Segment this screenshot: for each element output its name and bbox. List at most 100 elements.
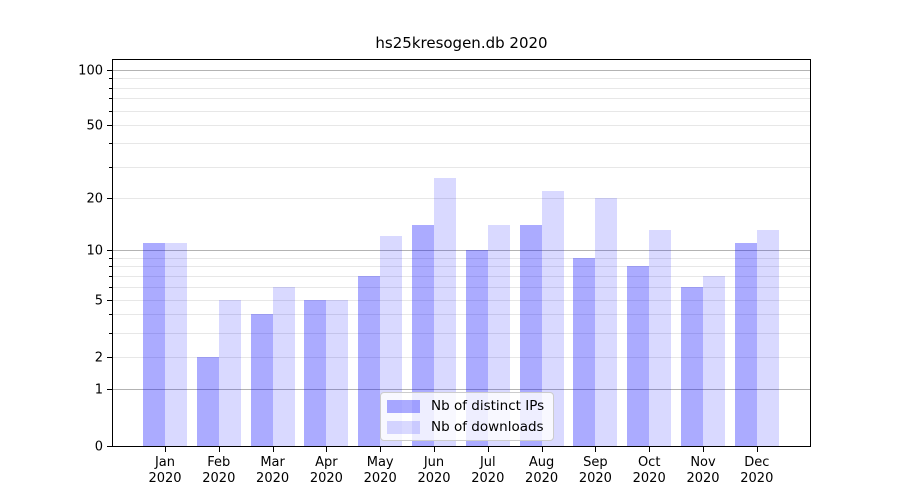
y-tick-label: 2 (94, 350, 103, 366)
bar-downloads-feb (218, 300, 241, 446)
bar-distinct-ips-apr (304, 300, 327, 446)
y-tick-label: 50 (86, 118, 103, 134)
y-tick (107, 446, 112, 447)
y-minor-tick (109, 286, 112, 288)
y-gridline-minor (113, 87, 810, 89)
y-minor-tick (109, 110, 112, 112)
x-tick-label: Sep 2020 (578, 455, 612, 486)
y-gridline-minor (113, 314, 810, 315)
y-tick-label: 0 (94, 439, 103, 455)
y-gridline-minor (113, 98, 810, 100)
y-minor-tick (109, 275, 112, 277)
y-gridline-major (113, 250, 810, 251)
bar-downloads-sep (595, 198, 618, 446)
y-tick (107, 300, 112, 301)
bar-distinct-ips-jan (143, 242, 165, 446)
y-minor-tick (109, 167, 112, 168)
x-tick-label: Mar 2020 (256, 455, 290, 486)
y-minor-tick (109, 87, 112, 89)
y-gridline-minor (113, 198, 810, 199)
x-tick-label: Apr 2020 (309, 455, 343, 486)
y-tick-label: 10 (86, 243, 103, 259)
x-tick (165, 447, 166, 452)
bar-distinct-ips-may (358, 275, 381, 446)
y-gridline-minor (113, 257, 810, 259)
x-tick-label: Jan 2020 (148, 455, 182, 486)
y-gridline-minor (113, 357, 810, 358)
y-minor-tick (109, 98, 112, 100)
y-tick-label: 20 (86, 191, 103, 207)
x-tick (218, 447, 220, 452)
legend: Nb of distinct IPs Nb of downloads (380, 392, 555, 441)
legend-swatch-downloads (387, 420, 420, 434)
bar-distinct-ips-oct (627, 266, 650, 446)
y-minor-tick (109, 314, 112, 315)
y-tick-label: 1 (94, 382, 103, 398)
y-gridline-major (113, 70, 810, 71)
bar-downloads-apr (326, 300, 349, 446)
x-tick (434, 447, 435, 452)
x-tick (272, 447, 274, 452)
x-tick (326, 447, 328, 452)
y-tick (107, 198, 112, 199)
bar-distinct-ips-feb (196, 357, 219, 446)
bar-downloads-jun (434, 177, 456, 446)
y-tick (107, 389, 112, 390)
y-gridline-minor (113, 286, 810, 288)
y-minor-tick (109, 143, 112, 144)
x-tick-label: Dec 2020 (740, 455, 774, 486)
bar-downloads-jul (487, 224, 510, 446)
y-gridline-minor (113, 275, 810, 277)
y-tick (107, 70, 112, 71)
x-tick-label: Jun 2020 (417, 455, 451, 486)
y-tick-label: 5 (94, 293, 103, 309)
x-tick-label: Aug 2020 (525, 455, 559, 486)
x-tick-label: Feb 2020 (202, 455, 236, 486)
y-tick (107, 250, 112, 251)
bar-downloads-mar (272, 286, 295, 446)
y-minor-tick (109, 78, 112, 80)
y-gridline-minor (113, 143, 810, 144)
legend-entry-downloads: Nb of downloads (387, 419, 544, 435)
x-tick (380, 447, 382, 452)
bar-downloads-oct (649, 230, 672, 446)
bar-downloads-dec (756, 230, 779, 446)
plot-area (113, 60, 810, 446)
bar-downloads-nov (703, 275, 725, 446)
y-gridline-minor (113, 266, 810, 268)
x-tick-label: May 2020 (363, 455, 397, 486)
legend-swatch-distinct-ips (387, 399, 420, 413)
bar-distinct-ips-sep (573, 257, 596, 446)
y-minor-tick (109, 257, 112, 259)
y-tick-label: 100 (78, 63, 103, 79)
y-tick (107, 357, 112, 358)
x-tick (595, 447, 597, 452)
y-gridline-minor (113, 300, 810, 301)
x-tick (703, 447, 704, 452)
x-tick (487, 447, 489, 452)
y-gridline-major (113, 389, 810, 390)
bar-distinct-ips-mar (250, 314, 273, 446)
bar-distinct-ips-jun (412, 224, 434, 446)
y-gridline-minor (113, 110, 810, 112)
bar-downloads-aug (541, 190, 564, 446)
y-gridline-minor (113, 333, 810, 334)
bar-distinct-ips-aug (519, 224, 542, 446)
x-tick-label: Jul 2020 (471, 455, 505, 486)
x-tick-label: Nov 2020 (686, 455, 720, 486)
y-gridline-minor (113, 125, 810, 126)
x-tick (756, 447, 758, 452)
y-tick (107, 125, 112, 126)
legend-label-distinct-ips: Nb of distinct IPs (431, 398, 545, 414)
y-gridline-minor (113, 78, 810, 80)
x-tick (649, 447, 651, 452)
y-minor-tick (109, 333, 112, 334)
chart-title: hs25kresogen.db 2020 (375, 34, 548, 52)
bar-distinct-ips-dec (734, 242, 757, 446)
x-tick-label: Oct 2020 (632, 455, 666, 486)
bar-distinct-ips-nov (681, 286, 703, 446)
legend-entry-distinct-ips: Nb of distinct IPs (387, 398, 544, 414)
legend-label-downloads: Nb of downloads (431, 419, 544, 435)
y-gridline-minor (113, 167, 810, 168)
